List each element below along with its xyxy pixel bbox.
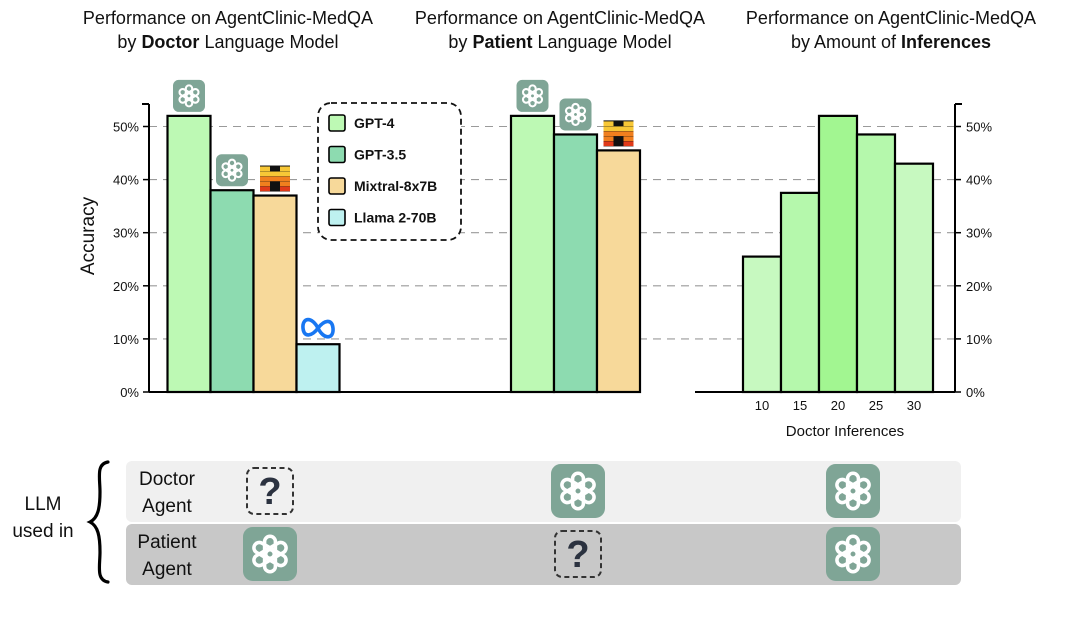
legend-label: Mixtral-8x7B bbox=[354, 178, 437, 194]
openai-icon bbox=[826, 464, 880, 518]
mistral-icon bbox=[603, 120, 634, 147]
chart-1-title-line-2: by Doctor Language Model bbox=[117, 32, 338, 52]
right-tick-label: 20% bbox=[966, 279, 992, 294]
title-segment: Performance on AgentClinic-MedQA bbox=[83, 8, 373, 28]
mistral-icon bbox=[260, 165, 290, 192]
left-tick-label: 0% bbox=[120, 385, 139, 400]
x-tick-label: 30 bbox=[907, 398, 921, 413]
chart-3-title-line-1: Performance on AgentClinic-MedQA bbox=[746, 8, 1036, 28]
table-row bbox=[126, 461, 961, 522]
title-segment: Language Model bbox=[199, 32, 338, 52]
row-label-line-2: Agent bbox=[142, 559, 192, 580]
legend-label: Llama 2-70B bbox=[354, 210, 436, 226]
chart-3-title-line-2: by Amount of Inferences bbox=[791, 32, 991, 52]
x-tick-label: 10 bbox=[755, 398, 769, 413]
bar-chart2-gpt-3-5 bbox=[552, 133, 599, 394]
x-tick-label: 25 bbox=[869, 398, 883, 413]
bar-chart3-10 bbox=[741, 255, 783, 394]
openai-icon bbox=[559, 98, 592, 131]
legend: GPT-4 GPT-3.5 Mixtral-8x7B Llama 2-70B bbox=[317, 102, 462, 241]
right-tick-label: 50% bbox=[966, 120, 992, 135]
left-tick-label: 10% bbox=[113, 332, 139, 347]
chart-2-title-line-2: by Patient Language Model bbox=[448, 32, 671, 52]
table-row bbox=[126, 524, 961, 585]
openai-icon bbox=[173, 79, 205, 112]
bar-chart1-llama-2-70b bbox=[295, 343, 341, 394]
openai-icon bbox=[516, 79, 549, 112]
legend-label: GPT-4 bbox=[354, 115, 395, 131]
left-tick-label: 30% bbox=[113, 226, 139, 241]
unknown-icon: ? bbox=[554, 530, 602, 578]
group-label-line-1: LLM bbox=[25, 494, 62, 515]
legend-box bbox=[317, 102, 462, 241]
row-label-line-1: Doctor bbox=[139, 469, 196, 490]
y-axis-label: Accuracy bbox=[78, 196, 99, 275]
legend-swatch bbox=[328, 177, 346, 195]
x-tick-label: 20 bbox=[831, 398, 845, 413]
right-tick-label: 30% bbox=[966, 226, 992, 241]
title-segment: Performance on AgentClinic-MedQA bbox=[746, 8, 1036, 28]
title-segment: Performance on AgentClinic-MedQA bbox=[415, 8, 705, 28]
question-mark: ? bbox=[566, 534, 589, 576]
question-mark: ? bbox=[258, 471, 281, 513]
bar-chart1-gpt-3-5 bbox=[209, 189, 255, 394]
title-segment: Inferences bbox=[901, 32, 991, 52]
openai-icon bbox=[243, 527, 297, 581]
bar-icons bbox=[173, 79, 634, 339]
title-segment: by bbox=[448, 32, 472, 52]
left-tick-label: 50% bbox=[113, 120, 139, 135]
title-segment: Patient bbox=[472, 32, 532, 52]
chart-1-title-line-1: Performance on AgentClinic-MedQA bbox=[83, 8, 373, 28]
title-segment: Doctor bbox=[141, 32, 199, 52]
bar-chart1-gpt-4 bbox=[166, 114, 212, 394]
openai-icon bbox=[551, 464, 605, 518]
curly-brace bbox=[86, 460, 110, 584]
group-label-line-2: used in bbox=[12, 521, 73, 542]
title-segment: by Amount of bbox=[791, 32, 901, 52]
row-label-line-1: Patient bbox=[137, 532, 197, 553]
title-segment: Language Model bbox=[532, 32, 671, 52]
title-segment: by bbox=[117, 32, 141, 52]
legend-swatch bbox=[328, 208, 346, 227]
row-label-line-2: Agent bbox=[142, 496, 192, 517]
openai-icon bbox=[826, 527, 880, 581]
legend-swatch bbox=[328, 145, 346, 164]
bar-chart3-25 bbox=[855, 133, 897, 394]
right-tick-label: 40% bbox=[966, 173, 992, 188]
chart-2-title-line-1: Performance on AgentClinic-MedQA bbox=[415, 8, 705, 28]
bar-chart1-mixtral-8x7b bbox=[252, 194, 298, 394]
left-tick-label: 20% bbox=[113, 279, 139, 294]
openai-icon bbox=[216, 154, 248, 187]
right-tick-label: 0% bbox=[966, 385, 985, 400]
agent-table: LLM used in Doctor Agent ? Patient Agent? bbox=[12, 460, 961, 585]
right-tick-label: 10% bbox=[966, 332, 992, 347]
left-tick-label: 40% bbox=[113, 173, 139, 188]
tick-labels: 0% 0% 10% 10% 20% 20% 30% 30% 40% 40% 50% 50% 10 15 20… bbox=[113, 120, 992, 414]
bars bbox=[166, 114, 935, 394]
x-tick-label: 15 bbox=[793, 398, 807, 413]
unknown-icon: ? bbox=[246, 467, 294, 515]
bar-chart3-30 bbox=[893, 162, 935, 394]
x-axis-label: Doctor Inferences bbox=[786, 423, 904, 440]
legend-swatch bbox=[328, 114, 346, 132]
bar-chart3-15 bbox=[779, 191, 821, 394]
meta-icon bbox=[301, 317, 335, 339]
legend-label: GPT-3.5 bbox=[354, 147, 406, 163]
bar-chart2-gpt-4 bbox=[509, 114, 556, 394]
bar-chart2-mixtral-8x7b bbox=[595, 149, 642, 394]
bar-chart3-20 bbox=[817, 114, 859, 394]
